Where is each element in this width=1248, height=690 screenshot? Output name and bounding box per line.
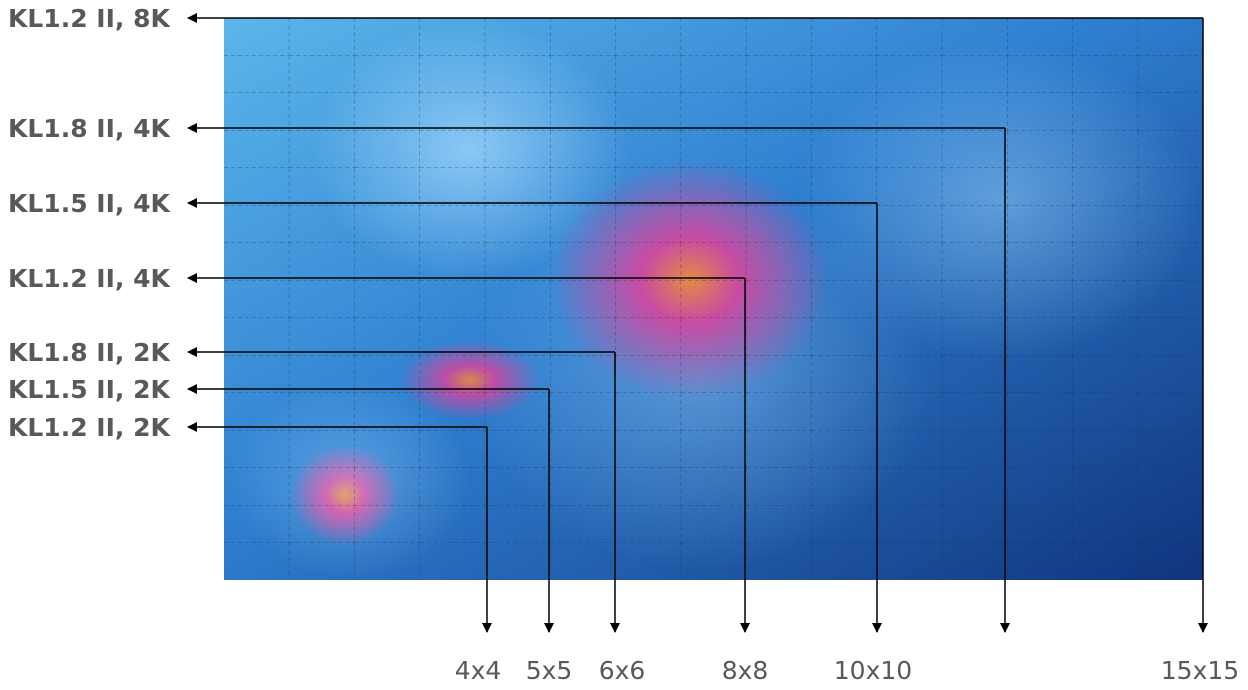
grid-size-label: 4x4 — [455, 656, 502, 685]
grid-size-label: 8x8 — [722, 656, 769, 685]
size-label: KL1.5 II, 2K — [8, 375, 171, 404]
grid-size-label: 6x6 — [599, 656, 646, 685]
background-image — [224, 18, 1203, 580]
size-label: KL1.2 II, 4K — [8, 264, 171, 293]
grid-size-label: 10x10 — [834, 656, 912, 685]
size-label: KL1.2 II, 8K — [8, 4, 171, 33]
size-label: KL1.8 II, 4K — [8, 114, 171, 143]
grid-size-label: 15x15 — [1161, 656, 1239, 685]
size-label: KL1.2 II, 2K — [8, 413, 171, 442]
size-label: KL1.8 II, 2K — [8, 338, 171, 367]
grid-size-label: 5x5 — [526, 656, 573, 685]
size-label: KL1.5 II, 4K — [8, 189, 171, 218]
labels: KL1.2 II, 8K KL1.8 II, 4K KL1.5 II, 4K KL1.… — [8, 4, 1239, 685]
arrows — [187, 13, 1208, 633]
